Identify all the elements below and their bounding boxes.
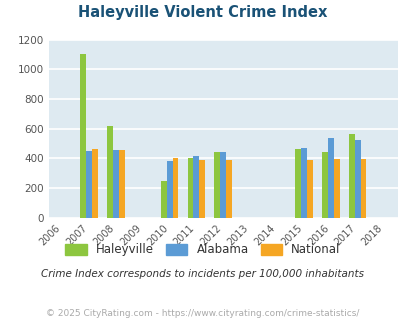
Bar — [113, 150, 119, 218]
Bar — [214, 152, 220, 218]
Bar — [172, 158, 178, 218]
Bar — [80, 54, 86, 218]
Bar — [348, 134, 354, 218]
Bar — [193, 156, 199, 218]
Bar — [92, 149, 98, 218]
Bar — [187, 158, 193, 218]
Bar — [166, 161, 172, 218]
Text: Haleyville Violent Crime Index: Haleyville Violent Crime Index — [78, 5, 327, 20]
Text: Crime Index corresponds to incidents per 100,000 inhabitants: Crime Index corresponds to incidents per… — [41, 269, 364, 279]
Bar — [333, 159, 339, 218]
Text: © 2025 CityRating.com - https://www.cityrating.com/crime-statistics/: © 2025 CityRating.com - https://www.city… — [46, 309, 359, 317]
Bar — [360, 159, 366, 218]
Bar — [199, 160, 205, 218]
Bar — [86, 151, 92, 218]
Bar — [327, 138, 333, 218]
Bar — [119, 150, 124, 218]
Bar — [294, 149, 300, 218]
Bar — [226, 160, 232, 218]
Bar — [160, 181, 166, 218]
Bar — [300, 148, 306, 218]
Bar — [107, 126, 113, 218]
Bar — [306, 160, 312, 218]
Legend: Haleyville, Alabama, National: Haleyville, Alabama, National — [60, 239, 345, 261]
Bar — [321, 152, 327, 218]
Bar — [220, 152, 226, 218]
Bar — [354, 140, 360, 218]
